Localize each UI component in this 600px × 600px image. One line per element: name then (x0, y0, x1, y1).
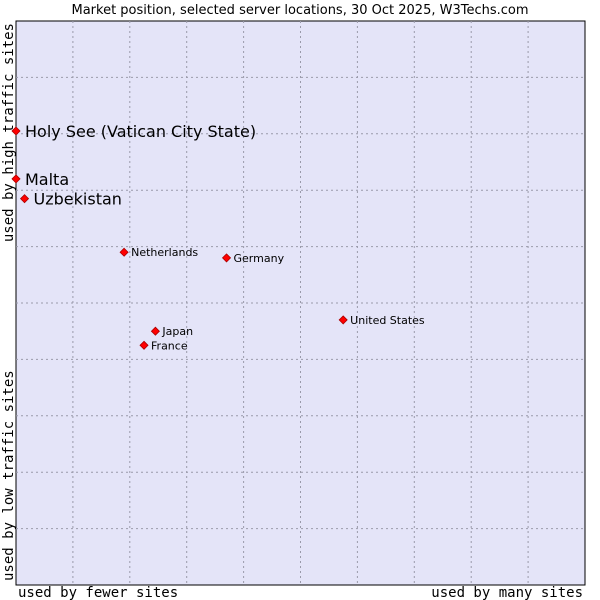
point-marker (19, 194, 30, 204)
point-marker (221, 253, 232, 263)
point-marker (338, 315, 348, 325)
data-point-uzbekistan: Uzbekistan (19, 190, 122, 209)
y-axis-label-high: used by high traffic sites (1, 23, 17, 242)
data-point-holy-see-vatican-city-state: Holy See (Vatican City State) (11, 122, 256, 141)
y-axis-label-low: used by low traffic sites (1, 370, 17, 581)
point-label: France (151, 339, 188, 352)
point-marker (139, 340, 149, 350)
x-axis-label-high: used by many sites (431, 585, 583, 600)
data-point-netherlands: Netherlands (119, 246, 198, 259)
grid (16, 21, 585, 585)
point-label: Netherlands (131, 246, 198, 259)
point-label: Malta (25, 170, 69, 189)
point-label: Japan (161, 325, 193, 338)
chart-title: Market position, selected server locatio… (71, 3, 528, 18)
data-point-malta: Malta (11, 170, 69, 189)
data-point-united-states: United States (338, 314, 425, 327)
point-marker (11, 174, 21, 184)
point-marker (119, 247, 129, 257)
data-point-germany: Germany (221, 252, 285, 265)
point-label: Germany (234, 252, 285, 265)
data-point-france: France (139, 339, 188, 352)
point-marker (11, 126, 21, 136)
point-marker (150, 326, 160, 336)
points-layer: Holy See (Vatican City State) MaltaUzbeki… (11, 122, 425, 352)
point-label: United States (350, 314, 425, 327)
point-label: Uzbekistan (34, 190, 122, 209)
data-point-japan: Japan (150, 325, 193, 338)
point-label: Holy See (Vatican City State) (25, 122, 256, 141)
x-axis-label-low: used by fewer sites (18, 585, 178, 600)
